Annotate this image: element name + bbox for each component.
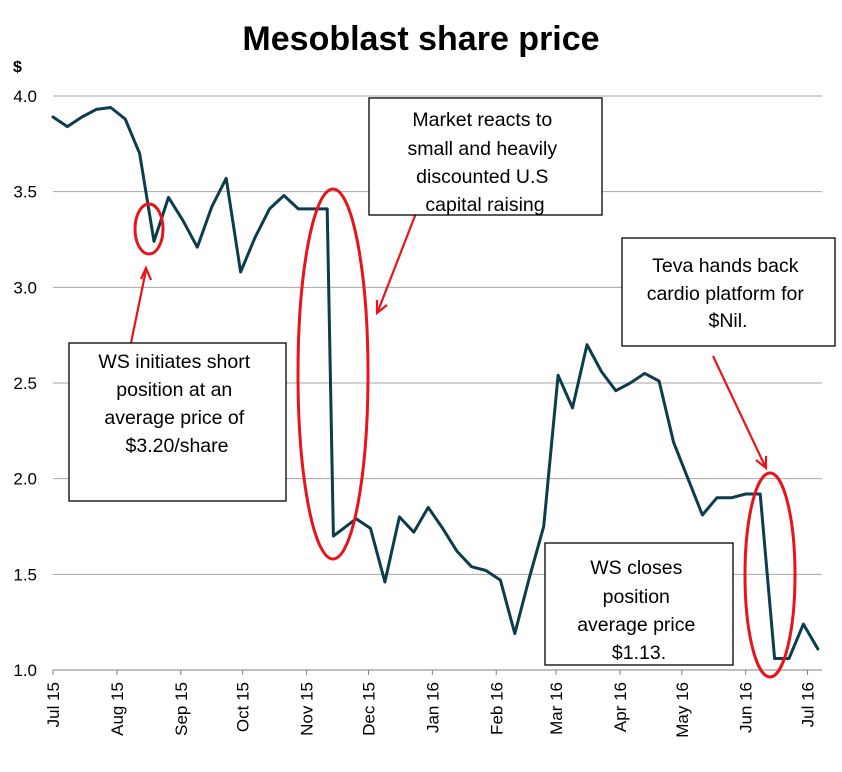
callout-line: small and heavily — [408, 138, 558, 160]
callout-line: position — [603, 586, 670, 608]
callout-line: average price — [577, 614, 695, 636]
y-axis-ticks: 1.0 1.5 2.0 2.5 3.0 3.5 4.0 — [13, 87, 37, 680]
y-tick-label: 1.5 — [13, 565, 37, 584]
y-tick-label: 4.0 — [13, 87, 37, 106]
callout-line: average price of — [104, 407, 244, 429]
callout-line: WS initiates short — [98, 351, 250, 373]
callout-line: $Nil. — [708, 310, 747, 332]
teva-highlight-ring — [743, 471, 797, 679]
short-entry-arrow — [129, 265, 153, 344]
share-price-line — [51, 106, 820, 660]
y-tick-label: 1.0 — [13, 661, 37, 680]
callout-line: discounted U.S — [416, 166, 548, 188]
x-tick-label: Sep 15 — [172, 682, 191, 736]
callout-capital-raising: Market reacts to small and heavily disco… — [368, 97, 603, 216]
x-tick-label: May 16 — [673, 682, 692, 738]
x-tick-label: Nov 15 — [298, 682, 317, 736]
y-tick-label: 3.0 — [13, 278, 37, 297]
x-axis-ticks: Jul 15 Aug 15 Sep 15 Oct 15 Nov 15 Dec 15 Jan … — [44, 670, 818, 738]
callout-line: capital raising — [425, 194, 544, 216]
teva-arrow — [712, 355, 768, 471]
svg-text:Teva hands back cardio p: Teva hands back cardio platform for $Nil… — [647, 255, 810, 332]
capital-raising-highlight-ring — [296, 187, 370, 561]
callout-line: position at an — [116, 379, 232, 401]
x-tick-label: Jun 16 — [737, 682, 756, 733]
svg-text:Market reacts to small a: Market reacts to small and heavily disco… — [408, 109, 563, 216]
chart-title: Mesoblast share price — [242, 20, 599, 58]
x-tick-label: Jan 16 — [423, 682, 442, 733]
x-tick-label: Jul 16 — [799, 682, 818, 727]
x-tick-label: Jul 15 — [44, 682, 63, 727]
x-tick-label: Oct 15 — [234, 682, 253, 732]
x-tick-label: Aug 15 — [108, 682, 127, 736]
capital-raising-arrow — [375, 202, 422, 316]
x-tick-label: Apr 16 — [611, 682, 630, 732]
callout-line: WS closes — [590, 557, 682, 579]
callout-short-entry: WS initiates short position at an averag… — [68, 342, 287, 502]
y-unit-label: $ — [13, 59, 22, 76]
y-tick-label: 2.0 — [13, 470, 37, 489]
callout-line: cardio platform for — [647, 283, 805, 305]
callout-line: Teva hands back — [652, 255, 799, 277]
x-tick-label: Mar 16 — [547, 682, 566, 735]
x-tick-label: Feb 16 — [487, 682, 506, 735]
callout-line: $3.20/share — [126, 435, 229, 457]
x-tick-label: Dec 15 — [359, 682, 378, 736]
callout-line: $1.13. — [612, 642, 666, 664]
callout-line: Market reacts to — [412, 109, 552, 131]
svg-text:WS initiates short posit: WS initiates short position at an averag… — [98, 351, 255, 457]
series-layer — [51, 106, 820, 660]
callout-teva: Teva hands back cardio platform for $Nil… — [621, 237, 836, 347]
short-entry-highlight-ring — [133, 202, 165, 256]
callout-close-position: WS closes position average price $1.13. — [544, 542, 734, 666]
svg-text:WS closes position: WS closes position average price $1.13. — [577, 557, 701, 664]
y-tick-label: 3.5 — [13, 183, 37, 202]
y-tick-label: 2.5 — [13, 374, 37, 393]
